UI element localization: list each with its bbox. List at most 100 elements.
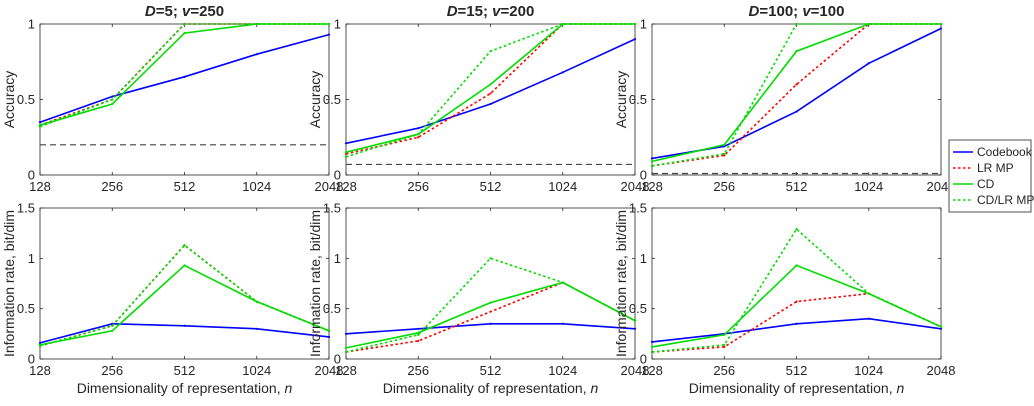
y-tick-label: 1.5 <box>17 201 35 216</box>
series-line-cd <box>39 264 330 346</box>
legend: Codebook LR MP CD CD/LR MP <box>948 139 1034 213</box>
legend-label: LR MP <box>977 161 1014 175</box>
x-tick-label: 2048 <box>927 179 956 194</box>
data-point <box>650 160 654 163</box>
y-axis-label: Accuracy <box>1 71 17 129</box>
series-line-cd <box>345 281 636 349</box>
series-line-codebook <box>345 38 636 145</box>
data-point <box>723 143 726 146</box>
y-tick-label: 0 <box>640 168 647 183</box>
data-point <box>561 281 564 284</box>
data-point <box>417 327 420 330</box>
data-point <box>183 22 186 26</box>
x-tick-label: 1024 <box>548 179 577 194</box>
data-point <box>344 350 348 354</box>
y-tick-label: 0.5 <box>629 92 647 107</box>
data-point <box>867 317 870 320</box>
legend-label: Codebook <box>977 145 1033 159</box>
data-point <box>489 310 492 313</box>
series-line-lr-mp <box>651 23 941 167</box>
legend-label: CD <box>977 177 995 191</box>
data-point <box>111 95 114 98</box>
data-point <box>939 22 943 26</box>
x-tick-label: 1024 <box>242 179 271 194</box>
x-tick-label: 2048 <box>315 363 344 378</box>
data-point <box>489 83 492 86</box>
panel-title: D=15; v=200 <box>447 3 535 20</box>
data-point <box>650 157 654 160</box>
data-point <box>417 333 420 336</box>
data-point <box>795 264 798 267</box>
data-point <box>417 127 420 130</box>
y-tick-label: 1 <box>640 17 647 32</box>
data-point <box>183 264 186 267</box>
data-point <box>489 102 492 106</box>
x-tick-label: 1024 <box>242 363 271 378</box>
y-axis-label: Information rate, bit/dim <box>307 210 323 357</box>
data-point <box>650 340 654 343</box>
data-point <box>255 327 258 330</box>
data-point <box>795 300 798 303</box>
data-point <box>111 324 114 327</box>
data-point <box>723 145 726 148</box>
y-tick-label: 1 <box>28 251 35 266</box>
data-point <box>255 22 258 26</box>
axes-box <box>651 23 942 176</box>
data-point <box>327 33 331 36</box>
series-line-cd-lr-mp <box>651 227 942 353</box>
x-tick-label: 1024 <box>854 363 883 378</box>
data-point <box>723 345 726 349</box>
data-point <box>867 62 870 65</box>
data-point <box>723 154 726 157</box>
data-point <box>111 329 114 332</box>
data-point <box>723 333 726 336</box>
x-tick-label: 1024 <box>548 363 577 378</box>
y-axis-label: Accuracy <box>307 71 323 129</box>
data-point <box>111 102 114 106</box>
data-point <box>867 292 870 295</box>
data-point <box>38 121 42 124</box>
y-tick-label: 1.5 <box>629 201 647 216</box>
x-tick-label: 256 <box>713 179 735 194</box>
data-point <box>183 244 186 247</box>
data-point <box>183 324 186 327</box>
data-point <box>417 133 420 136</box>
data-point <box>344 346 348 350</box>
data-point <box>344 142 348 145</box>
data-point <box>489 50 492 53</box>
data-point <box>38 125 42 128</box>
x-axis-label: Dimensionality of representation, n <box>689 380 905 396</box>
y-axis-label: Information rate, bit/dim <box>613 210 629 357</box>
data-point <box>795 83 798 86</box>
x-tick-label: 256 <box>101 179 123 194</box>
y-axis-label: Accuracy <box>613 71 629 129</box>
y-tick-label: 0 <box>334 352 341 367</box>
data-point <box>650 345 654 349</box>
y-axis-label: Information rate, bit/dim <box>1 210 17 357</box>
data-point <box>561 322 564 325</box>
panel-title: D=5; v=250 <box>145 3 224 20</box>
data-point <box>344 155 348 158</box>
x-tick-label: 2048 <box>621 363 650 378</box>
data-point <box>723 152 726 155</box>
series-line-codebook <box>651 27 942 160</box>
data-point <box>939 325 943 328</box>
data-point <box>255 53 258 56</box>
x-tick-label: 128 <box>29 363 51 378</box>
data-point <box>939 27 943 30</box>
panel-title: D=100; v=100 <box>749 3 845 20</box>
data-point <box>111 98 114 101</box>
data-point <box>650 350 654 354</box>
series-line-cd-lr-mp <box>39 244 330 347</box>
x-tick-label: 256 <box>407 363 429 378</box>
x-tick-label: 256 <box>407 179 429 194</box>
x-axis-label: Dimensionality of representation, n <box>77 380 293 396</box>
series-line-lr-mp <box>345 281 636 353</box>
series-line-cd <box>651 23 941 163</box>
y-tick-label: 1 <box>640 251 647 266</box>
